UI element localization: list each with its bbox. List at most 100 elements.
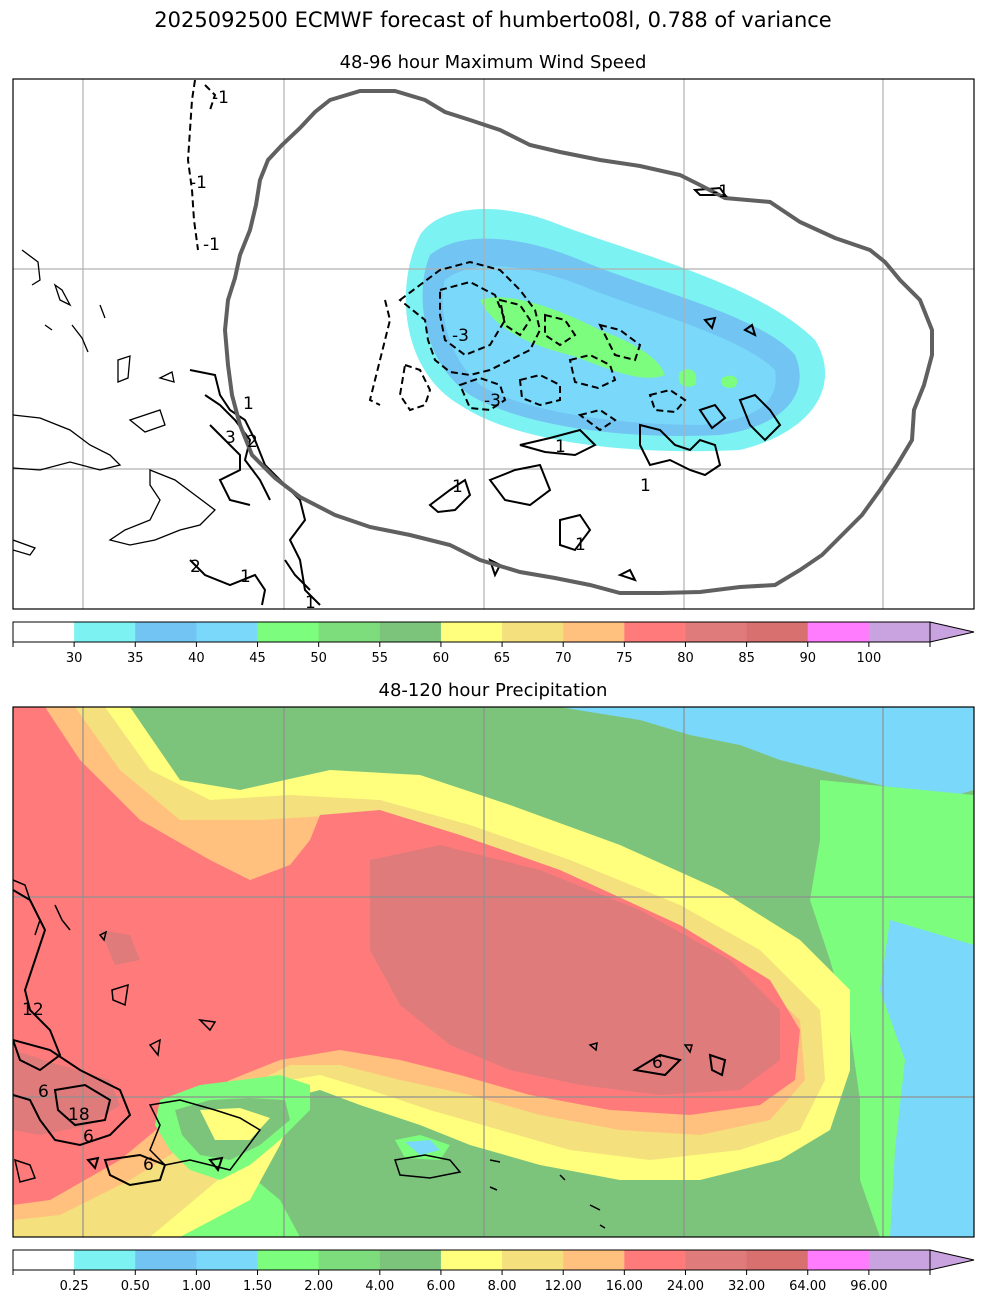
wind-shade-45b xyxy=(678,369,697,387)
wind-colorbar: 30 35 40 45 50 55 60 65 70 75 80 85 90 100 xyxy=(12,621,975,666)
precip-colorbar-extend-arrow xyxy=(929,1249,975,1271)
precip-colorbar-tick-label: 32.00 xyxy=(728,1279,765,1294)
contour-label: 2 xyxy=(247,432,258,452)
precip-colorbar-segment xyxy=(624,1250,686,1270)
precip-shade-lightblue-ne xyxy=(560,707,974,800)
contour-label: -3 xyxy=(452,326,469,346)
contour-label: 18 xyxy=(68,1105,90,1125)
wind-panel-title: 48-96 hour Maximum Wind Speed xyxy=(339,52,647,73)
precip-shade-yellow-patch xyxy=(200,1108,270,1140)
wind-colorbar-tick-label: 55 xyxy=(372,651,389,666)
contour-label: 1 xyxy=(240,567,251,587)
precip-colorbar-tick-label: 4.00 xyxy=(365,1279,394,1294)
precip-colorbar-tick-label: 6.00 xyxy=(426,1279,455,1294)
precip-colorbar-segment xyxy=(13,1250,75,1270)
wind-colorbar-segment xyxy=(685,622,748,642)
contour-label: -1 xyxy=(212,88,229,108)
wind-colorbar-frame xyxy=(12,621,931,643)
wind-shade-45c xyxy=(720,375,738,388)
precip-colorbar-frame xyxy=(12,1249,931,1271)
contour-label: 6 xyxy=(652,1053,663,1073)
contour-label: 6 xyxy=(38,1082,49,1102)
precip-colorbar: 0.25 0.50 1.00 1.50 2.00 4.00 6.00 8.00 12.00 16.… xyxy=(12,1249,975,1294)
wind-colorbar-segment xyxy=(807,622,870,642)
precip-panel-title: 48-120 hour Precipitation xyxy=(378,680,608,701)
precip-shade-lightblue-e xyxy=(880,920,974,1237)
wind-colorbar-tick-label: 30 xyxy=(66,651,83,666)
wind-colorbar-segment xyxy=(746,622,809,642)
wind-colorbar-tick-label: 40 xyxy=(188,651,205,666)
precip-colorbar-segment xyxy=(318,1250,381,1270)
precip-colorbar-tick-label: 1.50 xyxy=(243,1279,272,1294)
wind-colorbar-tick-label: 50 xyxy=(310,651,327,666)
precip-map-panel: 12 6 6 18 6 6 xyxy=(13,707,974,1237)
precip-colorbar-tick-label: 1.00 xyxy=(182,1279,211,1294)
contour-label: 6 xyxy=(83,1127,94,1147)
contour-label: 3 xyxy=(225,428,236,448)
precip-colorbar-tick-label: 8.00 xyxy=(488,1279,517,1294)
precip-colorbar-segment xyxy=(135,1250,197,1270)
contour-label: -1 xyxy=(712,182,729,202)
precip-colorbar-tick-label: 0.50 xyxy=(121,1279,150,1294)
contour-label: -3 xyxy=(484,391,501,411)
precip-colorbar-tick-label: 24.00 xyxy=(667,1279,704,1294)
precip-shade-darkred-w xyxy=(13,1050,120,1135)
wind-colorbar-segment xyxy=(196,622,259,642)
precip-colorbar-tick-label: 16.00 xyxy=(606,1279,643,1294)
figure-title: 2025092500 ECMWF forecast of humberto08l… xyxy=(154,8,832,32)
precip-colorbar-tick-label: 12.00 xyxy=(545,1279,582,1294)
wind-colorbar-segment xyxy=(868,622,931,642)
precip-colorbar-tick-label: 96.00 xyxy=(850,1279,887,1294)
precip-shade-darkred-nw xyxy=(100,930,140,965)
wind-colorbar-segment xyxy=(502,622,564,642)
precip-colorbar-segment xyxy=(685,1250,748,1270)
wind-colorbar-tick-label: 75 xyxy=(616,651,633,666)
storm-envelope-contour xyxy=(222,89,934,595)
wind-colorbar-tick-label: 65 xyxy=(494,651,511,666)
contour-label: 1 xyxy=(243,394,254,414)
wind-colorbar-segment xyxy=(135,622,197,642)
wind-colorbar-tick-label: 35 xyxy=(127,651,144,666)
contour-label: -1 xyxy=(203,235,220,255)
precip-colorbar-segment xyxy=(74,1250,136,1270)
precip-colorbar-tick-label: 0.25 xyxy=(60,1279,89,1294)
contour-label: 12 xyxy=(22,1000,44,1020)
precip-colorbar-segment xyxy=(379,1250,442,1270)
contour-label: 2 xyxy=(190,557,201,577)
precip-colorbar-segment xyxy=(868,1250,931,1270)
wind-colorbar-tick-label: 70 xyxy=(555,651,572,666)
wind-colorbar-tick-label: 80 xyxy=(677,651,694,666)
contour-label: 1 xyxy=(305,593,316,613)
contour-label: 6 xyxy=(143,1155,154,1175)
wind-colorbar-segment xyxy=(379,622,442,642)
precip-colorbar-segment xyxy=(440,1250,503,1270)
contour-label: 1 xyxy=(555,437,566,457)
precip-colorbar-tick-label: 2.00 xyxy=(304,1279,333,1294)
wind-colorbar-tick-label: 100 xyxy=(856,651,881,666)
wind-colorbar-segment xyxy=(563,622,625,642)
precip-shade-lightblue-pr xyxy=(405,1140,440,1155)
wind-shade-45 xyxy=(480,297,665,378)
wind-colorbar-segment xyxy=(257,622,320,642)
precip-colorbar-segment xyxy=(807,1250,870,1270)
precip-colorbar-segment xyxy=(196,1250,259,1270)
precip-colorbar-segment xyxy=(257,1250,320,1270)
wind-colorbar-segment xyxy=(13,622,75,642)
precip-colorbar-tick-label: 64.00 xyxy=(789,1279,826,1294)
contour-label: 1 xyxy=(452,477,463,497)
precip-colorbar-segment xyxy=(746,1250,809,1270)
wind-colorbar-segment xyxy=(440,622,503,642)
precip-colorbar-segment xyxy=(502,1250,564,1270)
wind-colorbar-segment xyxy=(318,622,381,642)
wind-colorbar-tick-label: 90 xyxy=(799,651,816,666)
contour-label: 1 xyxy=(575,535,586,555)
contour-label: -1 xyxy=(190,173,207,193)
contour-label: 1 xyxy=(640,476,651,496)
wind-colorbar-segment xyxy=(74,622,136,642)
wind-colorbar-tick-label: 45 xyxy=(249,651,266,666)
wind-colorbar-extend-arrow xyxy=(929,621,975,643)
wind-colorbar-tick-label: 60 xyxy=(433,651,450,666)
precip-colorbar-segment xyxy=(563,1250,625,1270)
precip-shade-darkred xyxy=(370,845,780,1095)
